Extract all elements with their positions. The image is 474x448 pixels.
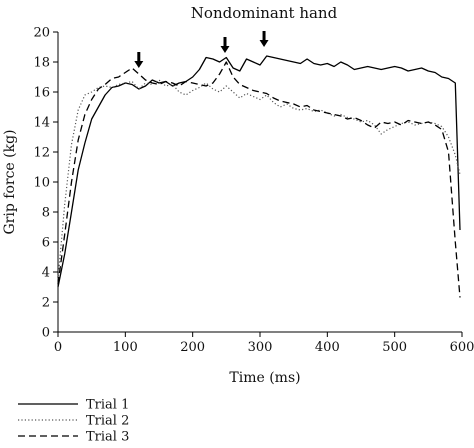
- y-tick-label: 8: [42, 206, 50, 221]
- y-tick-label: 16: [33, 86, 50, 101]
- y-axis-label: Grip force (kg): [2, 129, 18, 234]
- y-tick-label: 10: [33, 176, 50, 191]
- y-tick-label: 14: [33, 116, 50, 131]
- x-axis-label: Time (ms): [229, 370, 300, 386]
- y-tick-label: 0: [42, 326, 50, 341]
- x-tick-label: 300: [248, 340, 273, 355]
- y-tick-label: 18: [33, 56, 50, 71]
- down-arrow-icon: [259, 31, 269, 47]
- y-tick-label: 20: [33, 26, 50, 41]
- down-arrow-icon: [220, 37, 230, 53]
- series-layer: [57, 55, 461, 298]
- y-tick-label: 12: [33, 146, 50, 161]
- y-tick-label: 4: [42, 266, 50, 281]
- x-tick-label: 400: [315, 340, 340, 355]
- series-line-trial-2: [57, 79, 461, 280]
- y-tick-label: 2: [42, 296, 50, 311]
- x-tick-label: 500: [382, 340, 407, 355]
- y-tick-label: 6: [42, 236, 50, 251]
- legend-label-trial-2: Trial 2: [86, 414, 129, 429]
- legend-label-trial-1: Trial 1: [86, 398, 129, 413]
- x-tick-label: 0: [54, 340, 62, 355]
- x-tick-label: 100: [113, 340, 138, 355]
- series-line-trial-3: [57, 61, 461, 298]
- peak-arrows: [134, 31, 269, 68]
- series-line-trial-1: [57, 55, 461, 288]
- legend-label-trial-3: Trial 3: [86, 430, 129, 445]
- x-tick-label: 600: [450, 340, 474, 355]
- chart-title: Nondominant hand: [191, 4, 338, 22]
- down-arrow-icon: [134, 52, 144, 68]
- x-tick-label: 200: [180, 340, 205, 355]
